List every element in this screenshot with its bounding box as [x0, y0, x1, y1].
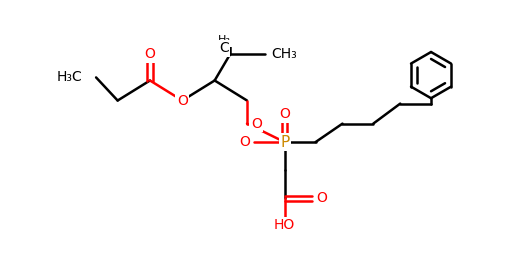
Text: C: C — [219, 41, 229, 55]
Text: CH₃: CH₃ — [272, 47, 297, 61]
Text: HO: HO — [274, 218, 295, 232]
Text: O: O — [144, 47, 156, 61]
Text: O: O — [251, 117, 262, 130]
Text: H₃: H₃ — [218, 35, 230, 46]
Text: P: P — [280, 135, 289, 150]
Text: H₃C: H₃C — [56, 70, 82, 84]
Text: O: O — [279, 107, 290, 121]
Text: O: O — [316, 191, 327, 205]
Text: O: O — [239, 135, 250, 149]
Text: O: O — [177, 94, 188, 108]
